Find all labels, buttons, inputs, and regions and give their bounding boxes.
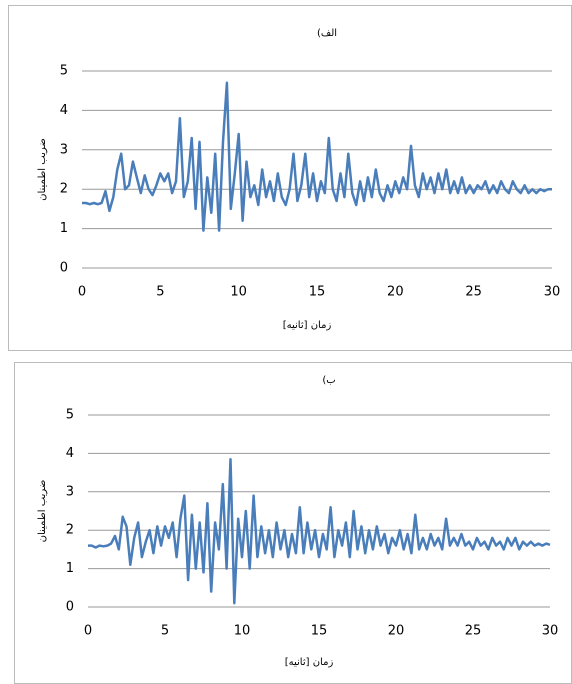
y-axis-label: ضریب اطمینان [37,138,48,201]
x-tick-label: 25 [465,285,482,300]
y-tick-label: 1 [66,561,74,576]
x-tick-label: 15 [309,285,326,300]
x-axis-label: زمان [ثانیه] [285,657,334,668]
x-tick-label: 0 [84,624,92,639]
y-tick-label: 1 [60,221,68,236]
x-tick-label: 0 [78,285,86,300]
chart-title: (الف [317,28,337,39]
x-tick-label: 5 [161,624,169,639]
y-tick-label: 4 [66,446,74,461]
y-tick-label: 2 [66,523,74,538]
y-tick-label: 5 [66,408,74,423]
x-tick-label: 15 [311,624,328,639]
x-tick-label: 10 [230,285,247,300]
y-tick-label: 2 [60,182,68,197]
x-tick-label: 5 [156,285,164,300]
y-tick-label: 3 [60,142,68,157]
data-line [88,457,551,605]
y-tick-label: 4 [60,103,68,118]
x-tick-label: 30 [542,624,559,639]
y-tick-label: 3 [66,484,74,499]
data-line [82,81,552,232]
x-tick-label: 25 [465,624,482,639]
chart-title: (ب [322,375,335,386]
x-tick-label: 10 [234,624,251,639]
y-tick-label: 5 [60,64,68,79]
panel-frame [14,362,572,684]
y-tick-label: 0 [60,261,68,276]
x-tick-label: 30 [544,285,561,300]
y-tick-label: 0 [66,600,74,615]
x-axis-label: زمان [ثانیه] [283,320,332,331]
x-tick-label: 20 [388,624,405,639]
x-tick-label: 20 [387,285,404,300]
y-axis-label: ضریب اطمینان [37,480,48,543]
